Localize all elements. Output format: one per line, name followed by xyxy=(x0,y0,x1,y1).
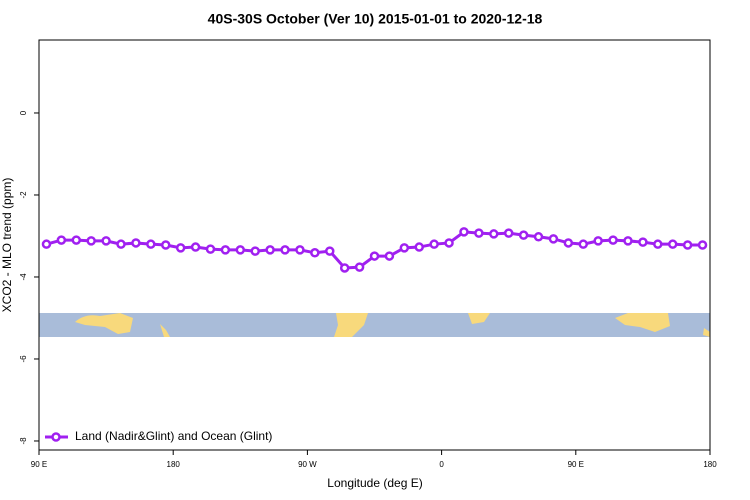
data-point xyxy=(369,251,380,261)
data-point xyxy=(146,239,156,249)
chart-title: 40S-30S October (Ver 10) 2015-01-01 to 2… xyxy=(208,11,543,27)
legend-marker xyxy=(51,432,61,442)
data-point xyxy=(414,242,424,252)
y-tick-label: -6 xyxy=(19,355,28,363)
data-point xyxy=(310,248,320,258)
y-tick-label: -8 xyxy=(19,437,28,445)
data-point xyxy=(354,262,365,272)
data-point xyxy=(295,245,305,255)
data-point xyxy=(339,263,350,273)
x-tick-label: 180 xyxy=(167,460,181,469)
data-point xyxy=(474,228,484,238)
data-point xyxy=(503,228,514,238)
data-point xyxy=(190,242,201,252)
map-strip xyxy=(39,313,710,337)
y-axis-label: XCO2 - MLO trend (ppm) xyxy=(0,178,14,313)
data-point xyxy=(399,243,410,253)
data-point xyxy=(653,239,663,249)
x-tick-label: 90 W xyxy=(298,460,317,469)
data-point xyxy=(71,235,82,245)
data-point xyxy=(280,245,290,255)
data-point xyxy=(56,235,67,245)
data-point xyxy=(638,237,648,247)
x-tick-label: 180 xyxy=(703,460,717,469)
data-point xyxy=(548,234,559,244)
data-point xyxy=(101,236,111,246)
data-point xyxy=(459,227,469,237)
data-point xyxy=(86,236,96,246)
data-point xyxy=(489,229,499,239)
data-point xyxy=(667,239,678,249)
data-point xyxy=(697,240,708,250)
data-point xyxy=(205,244,216,254)
series-line xyxy=(46,230,703,270)
plot-frame xyxy=(38,39,711,451)
data-point xyxy=(444,238,454,248)
data-point xyxy=(682,240,693,250)
data-point xyxy=(578,239,589,249)
data-point xyxy=(593,236,603,246)
x-tick-label: 90 E xyxy=(31,460,47,469)
data-point xyxy=(325,246,335,256)
data-point xyxy=(518,230,529,240)
data-point xyxy=(608,235,618,245)
legend-label: Land (Nadir&Glint) and Ocean (Glint) xyxy=(75,429,272,443)
y-tick-label: -4 xyxy=(19,273,28,281)
data-point xyxy=(41,239,52,249)
y-tick-label: 0 xyxy=(19,110,28,115)
data-point xyxy=(429,239,439,249)
data-point xyxy=(563,238,574,248)
x-axis-label: Longitude (deg E) xyxy=(327,476,422,490)
x-tick-label: 90 E xyxy=(568,460,584,469)
y-tick-label: -2 xyxy=(19,191,28,199)
data-point xyxy=(116,239,126,249)
data-point xyxy=(131,238,141,248)
data-point xyxy=(175,243,186,253)
data-point xyxy=(220,245,231,255)
data-point xyxy=(533,232,544,242)
data-point xyxy=(623,236,633,246)
data-point xyxy=(265,245,275,255)
data-point xyxy=(235,245,246,255)
data-point xyxy=(160,240,171,250)
data-point xyxy=(384,251,395,261)
data-point xyxy=(250,246,260,256)
x-tick-label: 0 xyxy=(439,460,444,469)
